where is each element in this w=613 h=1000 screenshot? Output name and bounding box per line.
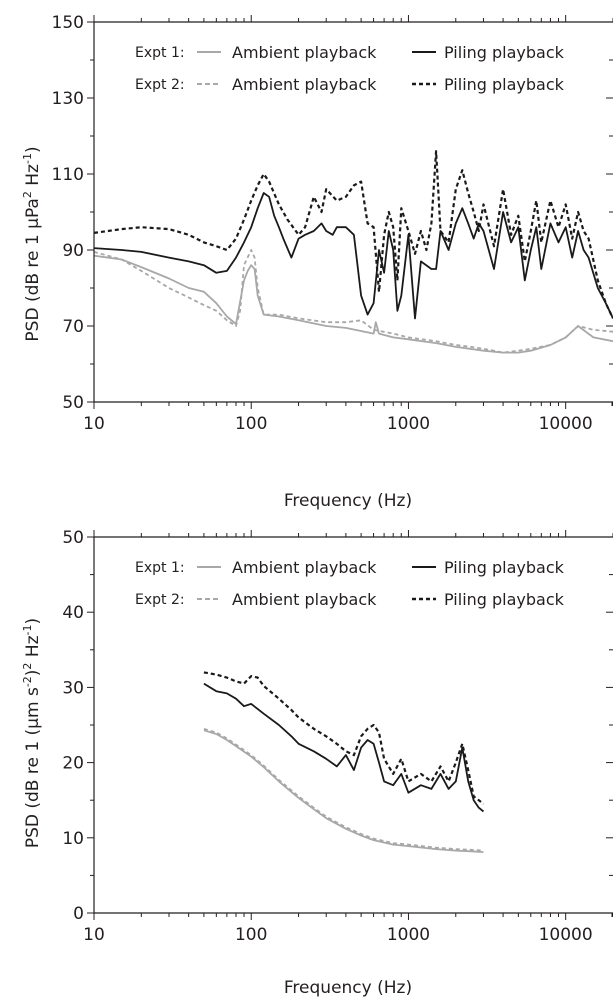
y-tick-label: 10 (62, 829, 84, 849)
x-tick-label: 10000 (539, 414, 593, 434)
y-tick-label: 50 (62, 528, 84, 548)
y-axis-title-pre: PSD (dB re 1 μPa (23, 198, 43, 341)
series-line-expt1-piling (203, 682, 485, 813)
y-axis-title: PSD (dB re 1 μPa2 Hz-1) (21, 146, 43, 341)
y-tick-label: 40 (62, 603, 84, 623)
series-layer (93, 150, 613, 354)
x-axis-title: Frequency (Hz) (284, 978, 412, 998)
axes-layer: 10 100 1000 10000 50 70 90 110 130 150 (52, 13, 613, 434)
legend-expt1-piling-label: Piling playback (444, 558, 565, 577)
x-tick-label: 10 (83, 925, 105, 945)
x-tick-label: 10000 (539, 925, 593, 945)
series-line-expt2-piling (203, 671, 485, 805)
legend-expt2-label: Expt 2: (135, 592, 185, 608)
y-tick-label: 20 (62, 754, 84, 774)
legend: Expt 1: Ambient playback Piling playback… (135, 43, 565, 94)
legend-expt2-ambient-label: Ambient playback (232, 590, 377, 609)
series-layer (203, 671, 485, 853)
x-tick-label: 1000 (387, 414, 430, 434)
y-tick-label: 110 (52, 165, 84, 185)
y-axis-title-exp2: 2 (21, 663, 34, 670)
series-line-expt1-piling (93, 192, 613, 320)
legend-expt2-label: Expt 2: (135, 77, 185, 93)
y-axis-title-mid: Hz (23, 164, 43, 191)
y-axis-title-mid2: Hz (23, 635, 43, 662)
y-axis-title-post: ) (23, 618, 43, 625)
y-axis-title-pre: PSD (dB re 1 (μm s (23, 687, 43, 848)
series-line-expt2-ambient (203, 727, 484, 852)
x-tick-label: 10 (83, 414, 105, 434)
y-axis-title-mid: ) (23, 670, 43, 677)
legend-expt1-label: Expt 1: (135, 45, 185, 61)
series-line-expt1-ambient (93, 254, 613, 354)
x-tick-label: 100 (235, 925, 267, 945)
legend-expt1-label: Expt 1: (135, 560, 185, 576)
x-tick-label: 100 (235, 414, 267, 434)
series-line-expt2-ambient (93, 249, 613, 354)
legend-expt2-piling-label: Piling playback (444, 75, 565, 94)
y-tick-label: 0 (73, 904, 84, 924)
y-axis-title-exp3: -1 (21, 624, 34, 635)
y-tick-label: 50 (62, 393, 84, 413)
x-axis-title: Frequency (Hz) (284, 491, 412, 511)
series-line-expt1-ambient (203, 729, 484, 853)
x-tick-label: 1000 (387, 925, 430, 945)
series-line-expt2-piling (93, 150, 613, 319)
y-axis-title-exp2: -1 (21, 153, 34, 164)
legend-expt1-piling-label: Piling playback (444, 43, 565, 62)
y-axis-title-exp1: 2 (21, 191, 34, 198)
legend-expt1-ambient-label: Ambient playback (232, 43, 377, 62)
legend-expt1-ambient-label: Ambient playback (232, 558, 377, 577)
legend-expt2-piling-label: Piling playback (444, 590, 565, 609)
y-axis-title: PSD (dB re 1 (μm s-2)2 Hz-1) (21, 618, 43, 848)
psd-pressure-chart: 10 100 1000 10000 50 70 90 110 130 150 Expt 1: Am… (21, 13, 613, 511)
y-tick-label: 70 (62, 317, 84, 337)
legend-expt2-ambient-label: Ambient playback (232, 75, 377, 94)
y-axis-title-exp1: -2 (21, 676, 34, 687)
y-axis-title-post: ) (23, 146, 43, 153)
legend: Expt 1: Ambient playback Piling playback… (135, 558, 565, 609)
y-tick-label: 130 (52, 89, 84, 109)
y-tick-label: 90 (62, 241, 84, 261)
y-tick-label: 30 (62, 678, 84, 698)
y-tick-label: 150 (52, 13, 84, 33)
